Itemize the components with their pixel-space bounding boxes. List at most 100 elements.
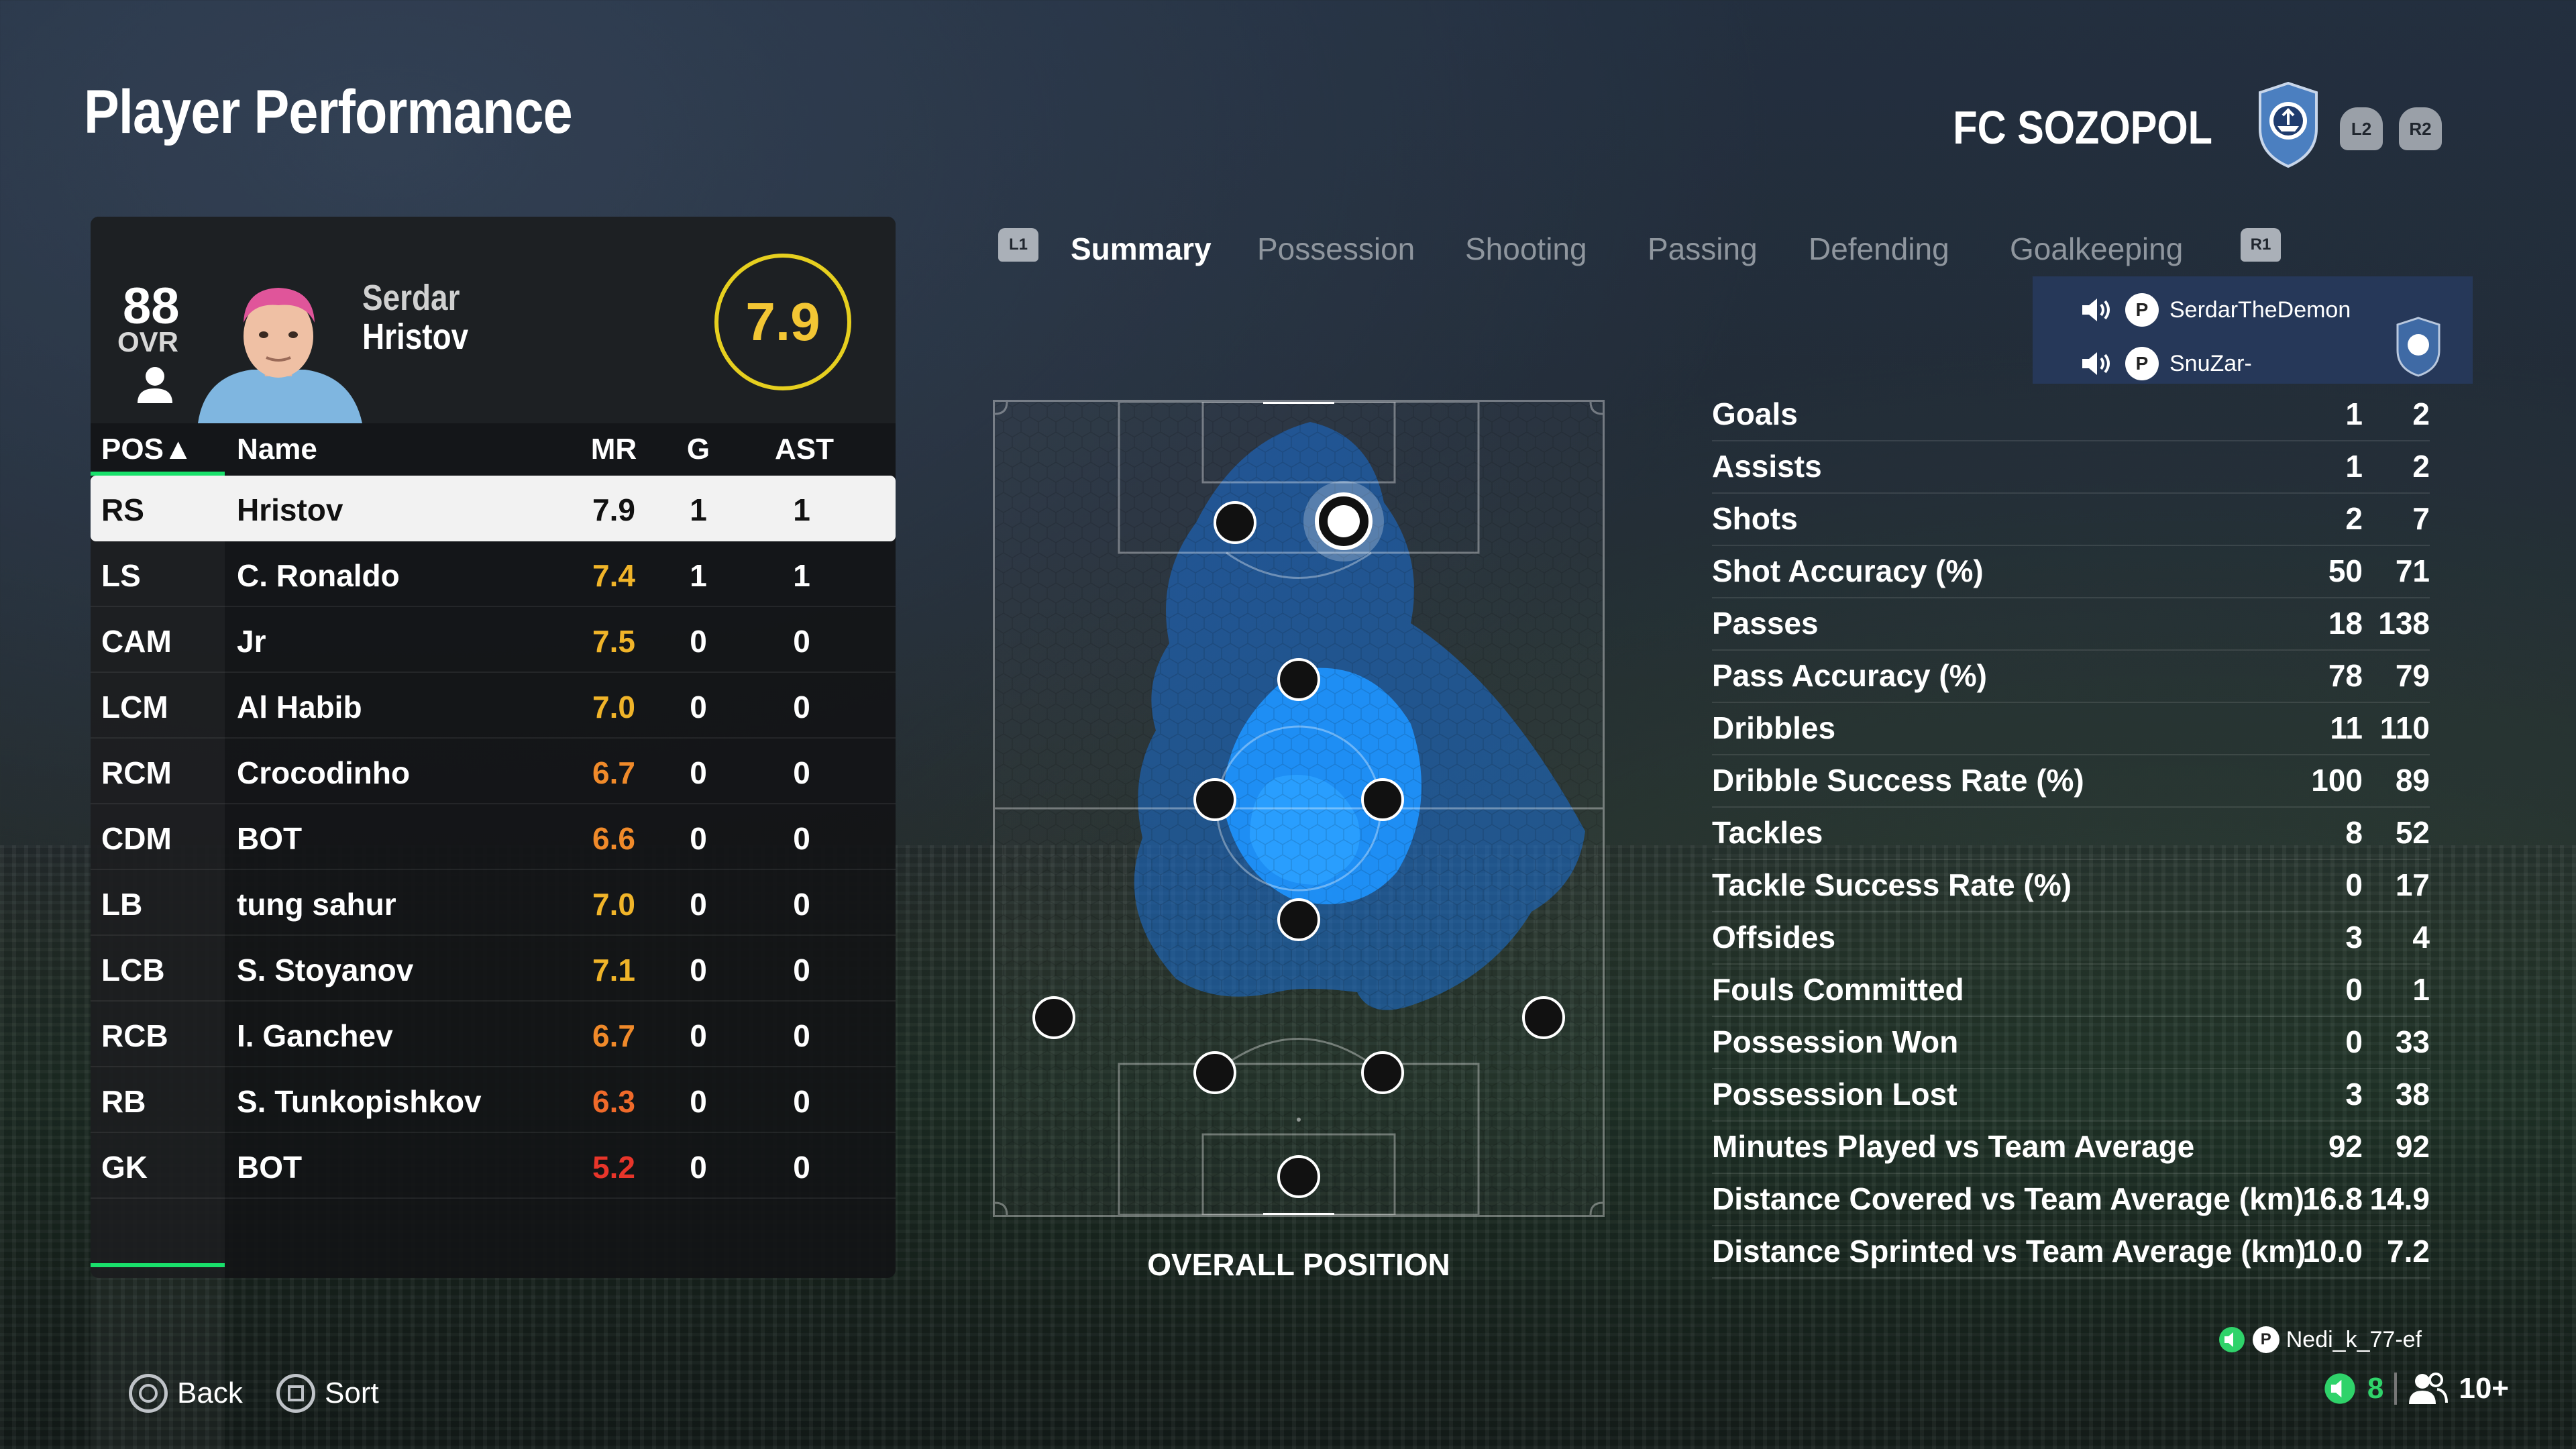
back-button[interactable]: Back bbox=[129, 1372, 243, 1415]
l2-trigger-icon[interactable]: L2 bbox=[2340, 107, 2383, 150]
table-row[interactable]: LCB S. Stoyanov 7.1 0 0 bbox=[91, 936, 896, 1002]
stat-player-value: 3 bbox=[2345, 1077, 2363, 1112]
connected-player-2: P SnuZar- bbox=[2080, 343, 2252, 384]
playstation-icon: P bbox=[2252, 1326, 2279, 1353]
row-assists: 0 bbox=[793, 1018, 810, 1053]
header-ast[interactable]: AST bbox=[775, 433, 834, 466]
table-row[interactable]: RB S. Tunkopishkov 6.3 0 0 bbox=[91, 1067, 896, 1133]
connected-player-1: P SerdarTheDemon bbox=[2080, 290, 2351, 330]
row-match-rating: 6.6 bbox=[592, 821, 635, 856]
stat-row: Shot Accuracy (%) 50 71 bbox=[1712, 546, 2430, 598]
stat-label: Distance Sprinted vs Team Average (km) bbox=[1712, 1234, 2306, 1269]
row-goals: 0 bbox=[690, 1150, 707, 1185]
dot-rb bbox=[1522, 996, 1565, 1039]
stat-player-value: 0 bbox=[2345, 972, 2363, 1007]
table-row[interactable]: RCB I. Ganchev 6.7 0 0 bbox=[91, 1002, 896, 1067]
stat-row: Distance Covered vs Team Average (km) 16.… bbox=[1712, 1174, 2430, 1226]
table-row[interactable]: RS Hristov 7.9 1 1 bbox=[91, 476, 896, 541]
overall-label: OVR bbox=[117, 326, 179, 358]
row-assists: 0 bbox=[793, 690, 810, 724]
party-count: 10+ bbox=[2459, 1372, 2509, 1405]
row-position: LCM bbox=[101, 690, 168, 724]
row-match-rating: 7.5 bbox=[592, 624, 635, 659]
table-row[interactable]: LB tung sahur 7.0 0 0 bbox=[91, 870, 896, 936]
dot-gk bbox=[1277, 1155, 1320, 1198]
row-position: CDM bbox=[101, 821, 172, 856]
row-name: Jr bbox=[237, 624, 266, 659]
dot-cdm bbox=[1277, 898, 1320, 941]
row-match-rating: 7.1 bbox=[592, 953, 635, 987]
dot-lb bbox=[1032, 996, 1075, 1039]
sort-button[interactable]: Sort bbox=[276, 1372, 379, 1415]
row-position: RB bbox=[101, 1084, 146, 1119]
pitch-lines bbox=[995, 402, 1603, 1215]
stat-row: Distance Sprinted vs Team Average (km) 10… bbox=[1712, 1226, 2430, 1279]
r2-trigger-icon[interactable]: R2 bbox=[2399, 107, 2442, 150]
header-pos[interactable]: POS▲ bbox=[101, 433, 193, 466]
stat-label: Distance Covered vs Team Average (km) bbox=[1712, 1181, 2304, 1216]
back-label: Back bbox=[177, 1377, 243, 1409]
stat-label: Dribbles bbox=[1712, 710, 1836, 745]
square-button-icon bbox=[276, 1374, 315, 1413]
player-card: 88 OVR Serdar Hristov 7.9 bbox=[91, 217, 896, 423]
row-goals: 0 bbox=[690, 821, 707, 856]
stat-row: Shots 2 7 bbox=[1712, 494, 2430, 546]
dot-lcb bbox=[1193, 1051, 1236, 1094]
voice-count: 8 bbox=[2367, 1372, 2384, 1405]
stat-label: Tackle Success Rate (%) bbox=[1712, 867, 2072, 902]
stat-team-value: 52 bbox=[2395, 815, 2430, 850]
row-assists: 1 bbox=[793, 492, 810, 527]
stat-row: Passes 18 138 bbox=[1712, 598, 2430, 651]
tab-defending[interactable]: Defending bbox=[1809, 231, 1949, 266]
table-row[interactable]: GK BOT 5.2 0 0 bbox=[91, 1133, 896, 1199]
tab-goalkeeping[interactable]: Goalkeeping bbox=[2010, 231, 2184, 266]
stat-team-value: 4 bbox=[2412, 920, 2430, 955]
header-name[interactable]: Name bbox=[237, 433, 317, 466]
row-position: RCB bbox=[101, 1018, 168, 1053]
formation-dots bbox=[1032, 481, 1565, 1198]
header-mr[interactable]: MR bbox=[590, 433, 637, 466]
tab-shooting[interactable]: Shooting bbox=[1465, 231, 1587, 266]
tab-possession[interactable]: Possession bbox=[1257, 231, 1415, 266]
person-icon bbox=[138, 367, 172, 403]
tab-passing[interactable]: Passing bbox=[1648, 231, 1758, 266]
row-goals: 0 bbox=[690, 1018, 707, 1053]
row-match-rating: 6.3 bbox=[592, 1084, 635, 1119]
row-match-rating: 6.7 bbox=[592, 755, 635, 790]
tab-summary[interactable]: Summary bbox=[1071, 231, 1212, 266]
connected-players-box: P SerdarTheDemon P SnuZar- bbox=[2033, 276, 2473, 384]
table-row[interactable]: CAM Jr 7.5 0 0 bbox=[91, 607, 896, 673]
pitch-caption: OVERALL POSITION bbox=[1147, 1247, 1450, 1282]
stat-label: Possession Won bbox=[1712, 1024, 1959, 1059]
table-row[interactable]: LCM Al Habib 7.0 0 0 bbox=[91, 673, 896, 739]
stat-label: Shot Accuracy (%) bbox=[1712, 553, 1984, 588]
dot-rcm bbox=[1361, 778, 1404, 821]
table-row[interactable]: RCM Crocodinho 6.7 0 0 bbox=[91, 739, 896, 804]
stat-label: Passes bbox=[1712, 606, 1819, 641]
row-goals: 1 bbox=[690, 558, 707, 593]
page-title: Player Performance bbox=[84, 78, 573, 146]
header-g[interactable]: G bbox=[686, 433, 710, 466]
row-match-rating: 7.4 bbox=[592, 558, 635, 593]
stat-team-value: 71 bbox=[2395, 553, 2430, 588]
table-row[interactable]: CDM BOT 6.6 0 0 bbox=[91, 804, 896, 870]
l1-bumper-icon[interactable]: L1 bbox=[998, 228, 1038, 262]
row-match-rating: 7.0 bbox=[592, 887, 635, 922]
row-name: tung sahur bbox=[237, 887, 396, 922]
stat-row: Dribble Success Rate (%) 100 89 bbox=[1712, 755, 2430, 808]
row-name: C. Ronaldo bbox=[237, 558, 400, 593]
table-row[interactable]: LS C. Ronaldo 7.4 1 1 bbox=[91, 541, 896, 607]
club-crest-icon bbox=[2259, 82, 2318, 168]
stat-player-value: 18 bbox=[2328, 606, 2363, 641]
stat-row: Dribbles 11 110 bbox=[1712, 703, 2430, 755]
stat-label: Pass Accuracy (%) bbox=[1712, 658, 1987, 693]
club-crest-small-icon bbox=[2396, 317, 2440, 377]
stat-label: Fouls Committed bbox=[1712, 972, 1964, 1007]
online-status: 8 10+ bbox=[2323, 1372, 2509, 1405]
row-assists: 0 bbox=[793, 1150, 810, 1185]
r1-bumper-icon[interactable]: R1 bbox=[2241, 228, 2281, 262]
row-name: S. Tunkopishkov bbox=[237, 1084, 482, 1119]
stat-row: Tackle Success Rate (%) 0 17 bbox=[1712, 860, 2430, 912]
player-1-username: SerdarTheDemon bbox=[2169, 297, 2351, 323]
stat-player-value: 11 bbox=[2330, 710, 2363, 745]
